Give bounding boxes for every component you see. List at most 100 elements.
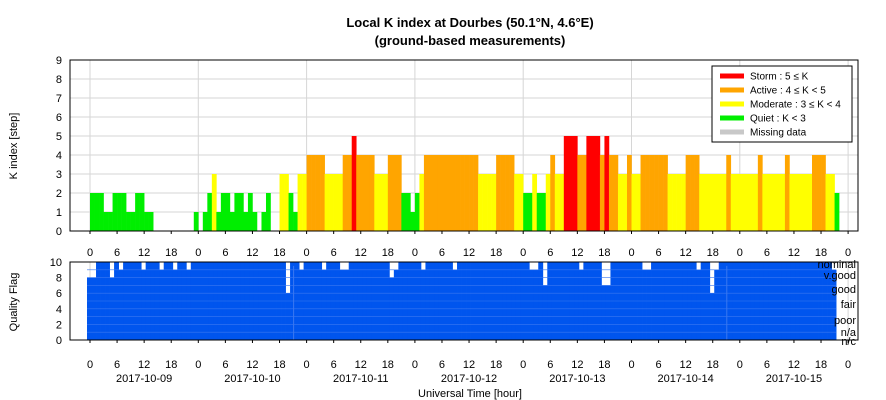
k-bar [437,155,443,231]
k-bar [126,212,131,231]
top-x-tick-label: 12 [246,247,258,259]
k-bar [581,155,587,231]
k-bar [234,193,240,231]
bottom-x-tick-label: 12 [788,359,800,371]
top-x-tick-label: 18 [707,247,719,259]
date-label: 2017-10-10 [224,373,280,385]
k-bar [608,155,614,231]
k-bar [99,193,104,231]
k-bar [211,174,217,231]
k-bar [622,174,628,231]
k-bar [460,155,465,231]
k-bar [559,174,565,231]
k-bar [360,155,366,231]
chart-subtitle: (ground-based measurements) [375,33,566,48]
quality-bar [601,285,607,340]
top-x-tick-label: 6 [222,247,228,259]
k-bar [473,155,479,231]
bottom-x-tick-label: 18 [490,359,502,371]
bottom-x-tick-label: 18 [707,359,719,371]
k-bar [487,174,492,231]
k-bar [351,136,357,231]
k-bar [541,193,547,231]
quality-level-label: n/a [841,327,857,339]
date-label: 2017-10-13 [549,373,605,385]
k-bar [807,174,813,231]
k-bar [523,193,529,231]
k-bar [288,193,294,231]
quality-bar [529,269,535,340]
bottom-y-tick-label: 6 [56,288,62,300]
k-bar [478,174,483,231]
k-bar [821,155,826,231]
k-bar [789,174,795,231]
k-bar [514,174,519,231]
k-bar [229,212,235,231]
top-x-tick-label: 6 [439,247,445,259]
k-bar [667,174,673,231]
k-bar [410,212,416,231]
k-bar [685,155,691,231]
bottom-plot-frame [69,261,859,341]
top-x-tick-label: 0 [845,247,851,259]
top-x-tick-label: 6 [656,247,662,259]
k-bar [243,212,249,231]
k-bar [834,193,840,231]
k-bar [735,174,741,231]
k-bar [536,193,542,231]
k-bar [712,174,718,231]
k-bar [676,174,682,231]
top-y-axis-label: K index [step] [8,113,20,180]
k-bar [550,155,556,231]
k-bar [798,174,804,231]
quality-bar [714,269,720,340]
k-bar [432,155,438,231]
top-x-tick-label: 12 [680,247,692,259]
k-bar [315,155,321,231]
k-bar [518,174,524,231]
top-x-tick-label: 6 [764,247,770,259]
k-bar [117,193,122,231]
k-bar [207,193,213,231]
legend-label-moderate: Moderate : 3 ≤ K < 4 [750,100,841,111]
bottom-x-tick-label: 12 [355,359,367,371]
k-bar [491,174,497,231]
k-bar [293,212,298,231]
k-bar [238,193,244,231]
quality-bar [533,269,539,340]
k-bar [297,174,303,231]
date-label: 2017-10-12 [441,373,497,385]
k-bar [726,155,732,231]
bottom-x-tick-label: 12 [571,359,583,371]
k-bar [663,155,668,231]
k-bar [690,155,695,231]
date-label: 2017-10-11 [333,373,388,385]
k-bar [220,193,226,231]
quality-bar [420,269,426,340]
k-bar [708,174,714,231]
k-bar [342,155,348,231]
k-bar [496,155,501,231]
bottom-x-tick-label: 0 [304,359,310,371]
k-bar [306,155,312,231]
top-x-tick-label: 0 [520,247,526,259]
top-x-tick-label: 6 [114,247,120,259]
quality-bar [642,269,647,340]
k-bar [527,193,533,231]
k-bar [193,212,199,231]
top-y-tick-label: 3 [56,169,62,181]
top-x-tick-label: 12 [463,247,475,259]
k-bar [103,212,109,231]
k-bar [144,212,149,231]
k-bar [613,155,619,231]
k-bar [509,155,515,231]
k-bar [586,136,592,231]
k-bar [730,174,736,231]
k-bar [302,174,307,231]
k-bar [672,174,677,231]
top-y-tick-label: 7 [56,93,62,105]
k-bar [694,155,700,231]
top-plot-frame [69,59,859,232]
k-bar [802,174,808,231]
